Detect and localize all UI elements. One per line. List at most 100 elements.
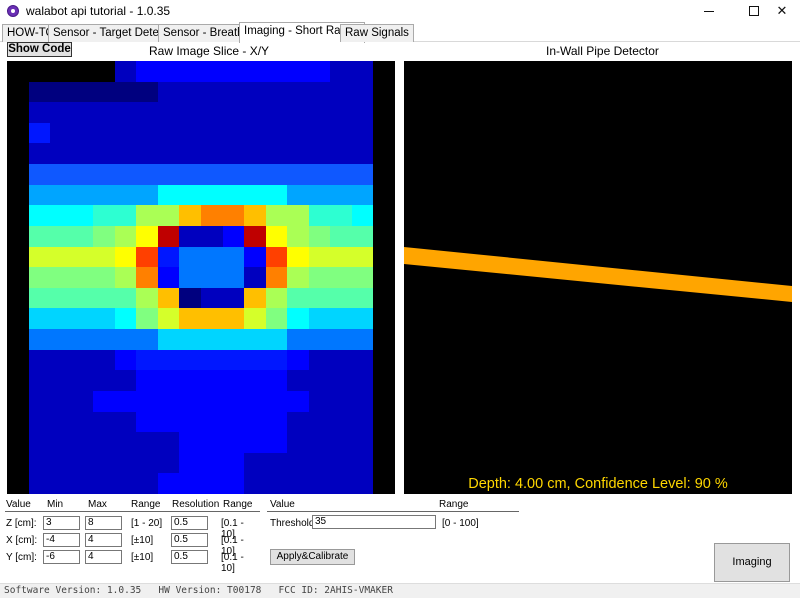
- maximize-button[interactable]: [731, 0, 776, 22]
- heatmap-cell: [351, 246, 374, 268]
- heatmap-cell: [330, 390, 352, 412]
- title-bar: walabot api tutorial - 1.0.35 ✕: [0, 0, 800, 22]
- heatmap-cell: [244, 184, 266, 206]
- heatmap-cell: [50, 164, 72, 185]
- heatmap-cell: [222, 473, 245, 494]
- heatmap-cell: [330, 81, 352, 103]
- header-resolution: Resolution: [172, 499, 220, 510]
- heatmap-cell: [351, 308, 374, 330]
- heatmap-cell: [157, 246, 180, 268]
- heatmap-cell: [179, 411, 201, 433]
- heatmap-cell: [287, 452, 309, 474]
- heatmap-cell: [287, 205, 309, 226]
- heatmap-cell: [244, 61, 266, 82]
- heatmap-cell: [114, 411, 137, 433]
- close-button[interactable]: ✕: [764, 0, 800, 22]
- heatmap-cell: [136, 143, 158, 165]
- heatmap-cell: [308, 329, 331, 350]
- imaging-tutorial-button[interactable]: Imaging Tutorial: [714, 543, 790, 598]
- y-resolution-input[interactable]: 0.5: [171, 550, 208, 564]
- heatmap-cell: [287, 102, 309, 123]
- heatmap-cell: [7, 81, 29, 103]
- heatmap-cell: [351, 61, 374, 82]
- heatmap-cell: [136, 184, 158, 206]
- raw-image-heatmap: [7, 61, 395, 494]
- z-min-input[interactable]: 3: [43, 516, 80, 530]
- heatmap-cell: [114, 308, 137, 330]
- heatmap-cell: [373, 473, 395, 494]
- heatmap-cell: [222, 411, 245, 433]
- param-range: [±10]: [131, 535, 154, 546]
- heatmap-cell: [265, 432, 288, 453]
- tab-imaging-short-range[interactable]: Imaging - Short Range: [239, 22, 365, 43]
- tab-sensor-target-detection[interactable]: Sensor - Target Detection: [48, 24, 189, 42]
- heatmap-cell: [287, 287, 309, 309]
- heatmap-cell: [71, 225, 94, 247]
- heatmap-cell: [330, 184, 352, 206]
- heatmap-cell: [93, 329, 115, 350]
- heatmap-cell: [351, 225, 374, 247]
- heatmap-cell: [114, 102, 137, 123]
- heatmap-cell: [114, 390, 137, 412]
- heatmap-cell: [287, 81, 309, 103]
- heatmap-cell: [222, 143, 245, 165]
- heatmap-cell: [222, 225, 245, 247]
- tab-how-to[interactable]: HOW-TO: [2, 24, 60, 42]
- threshold-header: Value Range: [267, 499, 519, 512]
- heatmap-cell: [244, 267, 266, 288]
- heatmap-cell: [200, 143, 223, 165]
- heatmap-cell: [179, 164, 201, 185]
- heatmap-cell: [28, 81, 51, 103]
- heatmap-cell: [287, 164, 309, 185]
- heatmap-cell: [200, 102, 223, 123]
- heatmap-cell: [308, 370, 331, 391]
- heatmap-cell: [114, 370, 137, 391]
- heatmap-cell: [330, 267, 352, 288]
- tab-raw-signals[interactable]: Raw Signals: [340, 24, 414, 42]
- minimize-button[interactable]: [686, 0, 731, 22]
- heatmap-cell: [200, 61, 223, 82]
- heatmap-cell: [200, 432, 223, 453]
- z-resolution-input[interactable]: 0.5: [171, 516, 208, 530]
- heatmap-cell: [200, 411, 223, 433]
- threshold-range: [0 - 100]: [442, 518, 479, 529]
- heatmap-cell: [28, 308, 51, 330]
- y-max-input[interactable]: 4: [85, 550, 122, 564]
- heatmap-cell: [244, 102, 266, 123]
- detected-pipe: [404, 247, 792, 302]
- heatmap-cell: [287, 390, 309, 412]
- y-min-input[interactable]: -6: [43, 550, 80, 564]
- heatmap-cell: [114, 287, 137, 309]
- x-min-input[interactable]: -4: [43, 533, 80, 547]
- heatmap-cell: [330, 102, 352, 123]
- heatmap-cell: [222, 287, 245, 309]
- heatmap-cell: [114, 473, 137, 494]
- x-resolution-input[interactable]: 0.5: [171, 533, 208, 547]
- heatmap-cell: [50, 473, 72, 494]
- heatmap-cell: [136, 452, 158, 474]
- heatmap-cell: [330, 143, 352, 165]
- apply-calibrate-button[interactable]: Apply&Calibrate: [270, 549, 355, 565]
- heatmap-cell: [222, 184, 245, 206]
- threshold-input[interactable]: 35: [312, 515, 436, 529]
- heatmap-cell: [265, 102, 288, 123]
- heatmap-cell: [351, 267, 374, 288]
- x-max-input[interactable]: 4: [85, 533, 122, 547]
- heatmap-cell: [308, 473, 331, 494]
- heatmap-cell: [200, 81, 223, 103]
- heatmap-cell: [265, 308, 288, 330]
- heatmap-cell: [93, 432, 115, 453]
- heatmap-cell: [7, 205, 29, 226]
- heatmap-cell: [351, 164, 374, 185]
- heatmap-cell: [71, 411, 94, 433]
- heatmap-cell: [7, 267, 29, 288]
- heatmap-cell: [308, 225, 331, 247]
- tab-sensor-breathing[interactable]: Sensor - Breathing: [158, 24, 264, 42]
- heatmap-cell: [330, 432, 352, 453]
- z-max-input[interactable]: 8: [85, 516, 122, 530]
- heatmap-cell: [330, 308, 352, 330]
- heatmap-cell: [136, 225, 158, 247]
- heatmap-cell: [71, 432, 94, 453]
- heatmap-cell: [93, 308, 115, 330]
- show-code-button[interactable]: Show Code: [7, 42, 72, 57]
